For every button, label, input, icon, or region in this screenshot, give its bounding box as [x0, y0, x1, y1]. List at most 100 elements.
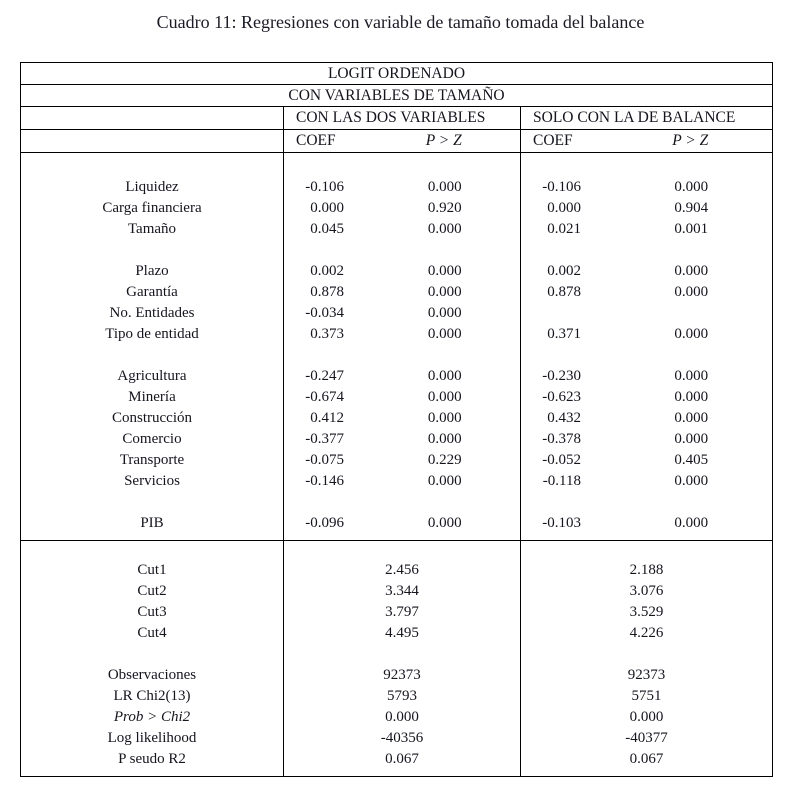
spacer-cell	[519, 770, 773, 777]
table-row: No. Entidades -0.034 0.000	[21, 303, 773, 324]
coef-value: -0.146	[305, 473, 344, 489]
coef-value: -0.378	[542, 431, 581, 447]
spacer-cell	[283, 240, 521, 261]
row-label: Carga financiera	[102, 200, 202, 216]
spacer-cell	[519, 534, 773, 541]
group2-coef-cell: -0.230	[520, 366, 643, 387]
group1-pz-cell: 0.000	[427, 389, 462, 405]
table-row: Cut1 2.456 2.188	[21, 560, 773, 581]
group1-pz-header: P > Z	[401, 129, 521, 153]
group2-coef-cell: 0.002	[520, 261, 643, 282]
spacer-cell	[283, 534, 521, 541]
group1-pz-cell: 0.000	[427, 368, 462, 384]
row-label: Tipo de entidad	[105, 326, 199, 342]
group2-stat-cell: 0.000	[519, 707, 773, 728]
spacer-cell	[519, 345, 773, 366]
table-row: P seudo R2 0.067 0.067	[21, 749, 773, 770]
table-row: Cut2 3.344 3.076	[21, 581, 773, 602]
group1-pz-cell: 0.000	[427, 515, 462, 531]
group2-coef-cell: 0.021	[520, 219, 643, 240]
group1-pz-cell: 0.000	[427, 284, 462, 300]
group1-coef-cell: -0.034	[283, 303, 402, 324]
group2-stat-cell: -40377	[519, 728, 773, 749]
coef-value: 0.878	[310, 284, 344, 300]
group1-stat-cell: 2.456	[283, 560, 521, 581]
table-row: Minería -0.674 0.000 -0.623 0.000	[21, 387, 773, 408]
spacer-row	[21, 492, 773, 513]
group1-pz-cell: 0.000	[427, 179, 462, 195]
spacer-cell	[519, 240, 773, 261]
spacer-row	[20, 534, 773, 541]
group1-coef-cell: -0.075	[283, 450, 402, 471]
group2-coef-cell: -0.103	[520, 513, 643, 534]
group1-coef-header: COEF	[283, 129, 402, 153]
group1-pz-cell: 0.229	[427, 452, 462, 468]
group1-header: CON LAS DOS VARIABLES	[283, 106, 521, 130]
group2-coef-cell: 0.878	[520, 282, 643, 303]
table-row: Liquidez -0.106 0.000 -0.106 0.000	[21, 177, 773, 198]
table-row: Prob > Chi2 0.000 0.000	[21, 707, 773, 728]
group2-coef-cell: 0.371	[520, 324, 643, 345]
group2-coef-cell: -0.118	[520, 471, 643, 492]
group1-pz-cell: 0.920	[427, 200, 462, 216]
coef-value: 0.878	[547, 284, 581, 300]
coef-value: 0.373	[310, 326, 344, 342]
coef-value: 0.021	[547, 221, 581, 237]
row-label: Tamaño	[127, 221, 177, 237]
group2-stat-cell: 3.076	[519, 581, 773, 602]
group1-coef-cell: 0.002	[283, 261, 402, 282]
row-label: Construcción	[112, 410, 192, 426]
row-label: LR Chi2(13)	[113, 688, 191, 704]
table-row: Cut4 4.495 4.226	[21, 623, 773, 644]
row-label: No. Entidades	[109, 305, 195, 321]
table-row: PIB -0.096 0.000 -0.103 0.000	[21, 513, 773, 534]
group2-pz-cell: 0.000	[674, 515, 709, 531]
group1-coef-cell: -0.377	[283, 429, 402, 450]
group1-coef-cell: 0.373	[283, 324, 402, 345]
coef-value: 0.000	[310, 200, 344, 216]
group1-stat-cell: 4.495	[283, 623, 521, 644]
group1-pz-cell: 0.000	[427, 473, 462, 489]
coef-value: 0.045	[310, 221, 344, 237]
group1-pz-cell: 0.000	[427, 431, 462, 447]
group1-pz-cell: 0.000	[427, 326, 462, 342]
group2-pz-cell: 0.000	[674, 326, 709, 342]
table-row: Log likelihood -40356 -40377	[21, 728, 773, 749]
row-label: Agricultura	[117, 368, 187, 384]
table-row: Tamaño 0.045 0.000 0.021 0.001	[21, 219, 773, 240]
group1-coef-cell: -0.146	[283, 471, 402, 492]
group-header-row: CON LAS DOS VARIABLES SOLO CON LA DE BAL…	[20, 106, 773, 130]
group1-coef-cell: -0.106	[283, 177, 402, 198]
group1-pz-cell: 0.000	[427, 305, 462, 321]
group1-stat-cell: 0.000	[283, 707, 521, 728]
group2-coef-cell	[520, 303, 643, 324]
coef-value: -0.075	[305, 452, 344, 468]
group2-stat-cell: 92373	[519, 665, 773, 686]
group2-coef-cell: -0.378	[520, 429, 643, 450]
spacer-cell	[21, 492, 284, 513]
row-label: Transporte	[119, 452, 185, 468]
group1-pz-cell: 0.000	[427, 221, 462, 237]
row-label: Cut4	[137, 625, 167, 641]
table-row: Transporte -0.075 0.229 -0.052 0.405	[21, 450, 773, 471]
coef-value: -0.052	[542, 452, 581, 468]
group2-pz-cell: 0.000	[674, 284, 709, 300]
coef-value: -0.247	[305, 368, 344, 384]
coef-value: 0.371	[547, 326, 581, 342]
spacer-cell	[283, 770, 521, 777]
spacer-cell	[519, 152, 773, 177]
group2-stat-cell: 5751	[519, 686, 773, 707]
spacer-cell	[21, 644, 284, 665]
table-row: Servicios -0.146 0.000 -0.118 0.000	[21, 471, 773, 492]
coef-value: 0.000	[547, 200, 581, 216]
spacer-cell	[21, 153, 284, 178]
empty-header-cell	[20, 106, 284, 130]
table-row: Cut3 3.797 3.529	[21, 602, 773, 623]
row-label: Liquidez	[125, 179, 179, 195]
group1-pz-cell: 0.000	[427, 410, 462, 426]
statistics-section: Cut1 2.456 2.188 Cut2 3.344 3.076 Cut3 3.797 3.5…	[21, 540, 773, 777]
spacer-cell	[519, 644, 773, 665]
group2-pz-cell: 0.000	[674, 431, 709, 447]
regression-table: LOGIT ORDENADO CON VARIABLES DE TAMAÑO C…	[20, 62, 774, 777]
table-row: Carga financiera 0.000 0.920 0.000 0.904	[21, 198, 773, 219]
